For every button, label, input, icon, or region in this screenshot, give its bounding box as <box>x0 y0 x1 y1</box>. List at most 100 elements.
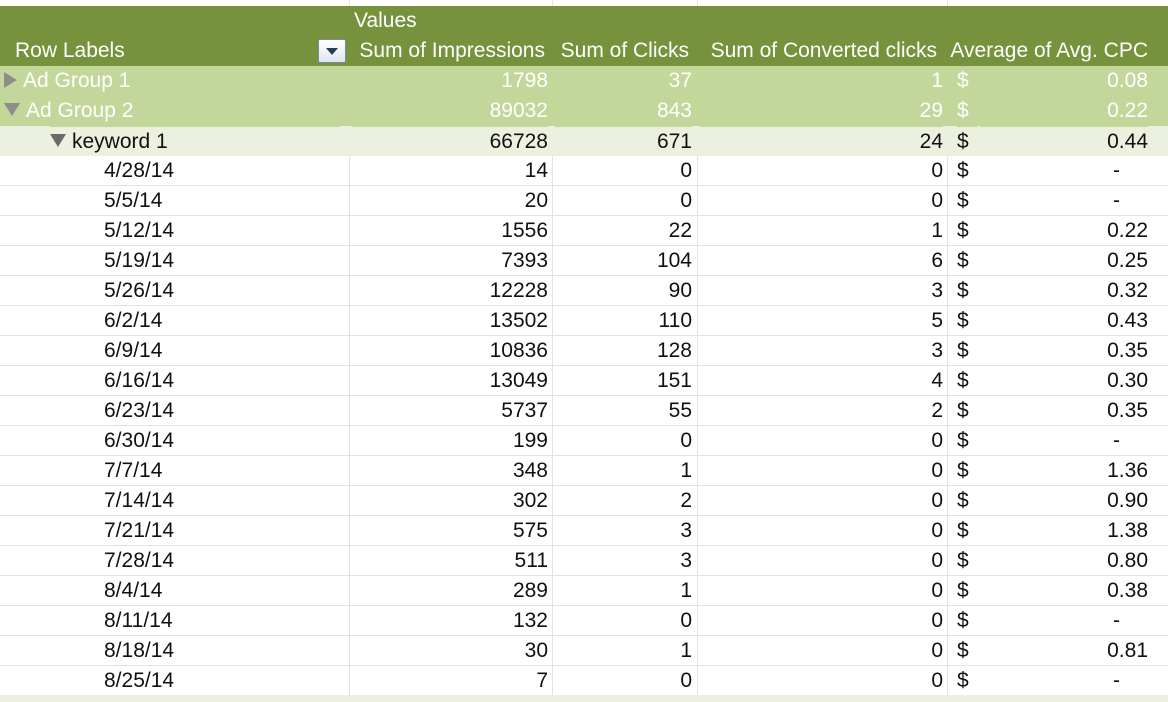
date-row[interactable]: 6/9/14 10836 128 3 $0.35 <box>0 336 1168 366</box>
column-header-converted-clicks[interactable]: Sum of Converted clicks <box>710 39 937 62</box>
row-labels-header[interactable]: Row Labels <box>15 39 125 62</box>
clicks-cell[interactable]: 843 <box>656 99 692 122</box>
impressions-cell[interactable]: 302 <box>512 489 548 512</box>
currency-symbol[interactable]: $ <box>957 369 969 392</box>
clicks-cell[interactable]: 3 <box>680 519 692 542</box>
clicks-cell[interactable]: 104 <box>656 249 692 272</box>
impressions-cell[interactable]: 14 <box>524 159 548 182</box>
impressions-cell[interactable]: 20 <box>524 189 548 212</box>
impressions-cell[interactable]: 66728 <box>352 126 548 157</box>
avg-cpc-cell[interactable]: 0.44 <box>980 126 1148 157</box>
impressions-cell[interactable]: 12228 <box>489 279 548 302</box>
date-row[interactable]: 8/4/14 289 1 0 $0.38 <box>0 576 1168 606</box>
converted-clicks-cell[interactable]: 3 <box>931 339 943 362</box>
date-row[interactable]: 4/28/14 14 0 0 $ - <box>0 156 1168 186</box>
converted-clicks-cell[interactable]: 0 <box>931 489 943 512</box>
clicks-cell[interactable]: 0 <box>680 429 692 452</box>
date-row[interactable]: 6/2/14 13502 110 5 $0.43 <box>0 306 1168 336</box>
date-row[interactable]: 6/30/14 199 0 0 $ - <box>0 426 1168 456</box>
clicks-cell[interactable]: 128 <box>656 339 692 362</box>
clicks-cell[interactable]: 1 <box>680 579 692 602</box>
converted-clicks-cell[interactable]: 29 <box>919 99 943 122</box>
column-header-impressions[interactable]: Sum of Impressions <box>359 39 545 62</box>
currency-symbol[interactable]: $ <box>957 489 969 512</box>
converted-clicks-cell[interactable]: 0 <box>931 459 943 482</box>
avg-cpc-cell[interactable]: - <box>1113 159 1120 182</box>
impressions-cell[interactable]: 348 <box>512 459 548 482</box>
avg-cpc-cell[interactable]: 0.08 <box>1107 69 1148 92</box>
currency-symbol[interactable]: $ <box>957 309 969 332</box>
avg-cpc-cell[interactable]: - <box>1113 669 1120 692</box>
currency-symbol[interactable]: $ <box>957 189 969 212</box>
row-labels-filter-button[interactable] <box>318 39 346 63</box>
converted-clicks-cell[interactable]: 0 <box>931 429 943 452</box>
avg-cpc-cell[interactable]: 0.81 <box>1107 639 1148 662</box>
clicks-cell[interactable]: 671 <box>555 126 692 157</box>
date-row[interactable]: 5/5/14 20 0 0 $ - <box>0 186 1168 216</box>
impressions-cell[interactable]: 1556 <box>501 219 548 242</box>
avg-cpc-cell[interactable]: - <box>1113 189 1120 212</box>
clicks-cell[interactable]: 3 <box>680 549 692 572</box>
currency-symbol[interactable]: $ <box>957 579 969 602</box>
clicks-cell[interactable]: 110 <box>658 309 692 332</box>
currency-symbol[interactable]: $ <box>957 459 969 482</box>
impressions-cell[interactable]: 511 <box>514 549 548 572</box>
impressions-cell[interactable]: 7393 <box>501 249 548 272</box>
avg-cpc-cell[interactable]: 1.36 <box>1107 459 1148 482</box>
avg-cpc-cell[interactable]: 0.35 <box>1107 399 1148 422</box>
date-row[interactable]: 6/23/14 5737 55 2 $0.35 <box>0 396 1168 426</box>
converted-clicks-cell[interactable]: 0 <box>931 669 943 692</box>
converted-clicks-cell[interactable]: 2 <box>931 399 943 422</box>
impressions-cell[interactable]: 199 <box>512 429 548 452</box>
converted-clicks-cell[interactable]: 0 <box>931 189 943 212</box>
date-row[interactable]: 7/21/14 575 3 0 $1.38 <box>0 516 1168 546</box>
date-row[interactable]: 5/19/14 7393 104 6 $0.25 <box>0 246 1168 276</box>
converted-clicks-cell[interactable]: 0 <box>931 159 943 182</box>
converted-clicks-cell[interactable]: 1 <box>931 219 943 242</box>
impressions-cell[interactable]: 5737 <box>501 399 548 422</box>
currency-symbol[interactable]: $ <box>957 126 977 157</box>
date-row[interactable]: 7/7/14 348 1 0 $1.36 <box>0 456 1168 486</box>
converted-clicks-cell[interactable]: 0 <box>931 639 943 662</box>
ad-group-row[interactable]: Ad Group 2 89032 843 29 $0.22 <box>0 96 1168 126</box>
avg-cpc-cell[interactable]: 0.80 <box>1107 549 1148 572</box>
converted-clicks-cell[interactable]: 1 <box>931 69 943 92</box>
date-row[interactable]: 7/14/14 302 2 0 $0.90 <box>0 486 1168 516</box>
impressions-cell[interactable]: 89032 <box>489 99 548 122</box>
column-header-clicks[interactable]: Sum of Clicks <box>560 39 689 62</box>
avg-cpc-cell[interactable]: 0.25 <box>1107 249 1148 272</box>
clicks-cell[interactable]: 1 <box>680 639 692 662</box>
currency-symbol[interactable]: $ <box>957 429 969 452</box>
clicks-cell[interactable]: 0 <box>680 159 692 182</box>
date-row[interactable]: 8/25/14 7 0 0 $ - <box>0 666 1168 696</box>
converted-clicks-cell[interactable]: 0 <box>931 549 943 572</box>
converted-clicks-cell[interactable]: 0 <box>931 579 943 602</box>
clicks-cell[interactable]: 22 <box>668 219 692 242</box>
date-row[interactable]: 6/16/14 13049 151 4 $0.30 <box>0 366 1168 396</box>
impressions-cell[interactable]: 1798 <box>501 69 548 92</box>
impressions-cell[interactable]: 30 <box>524 639 548 662</box>
currency-symbol[interactable]: $ <box>957 219 969 242</box>
clicks-cell[interactable]: 1 <box>680 459 692 482</box>
converted-clicks-cell[interactable]: 3 <box>931 279 943 302</box>
impressions-cell[interactable]: 289 <box>512 579 548 602</box>
currency-symbol[interactable]: $ <box>957 549 969 572</box>
currency-symbol[interactable]: $ <box>957 159 969 182</box>
clicks-cell[interactable]: 37 <box>668 69 692 92</box>
avg-cpc-cell[interactable]: 0.32 <box>1107 279 1148 302</box>
avg-cpc-cell[interactable]: 0.30 <box>1107 369 1148 392</box>
date-row[interactable]: 7/28/14 511 3 0 $0.80 <box>0 546 1168 576</box>
currency-symbol[interactable]: $ <box>957 69 969 92</box>
collapse-triangle-icon[interactable] <box>50 134 66 148</box>
keyword-row[interactable]: keyword 1 66728 671 24 $0.44 <box>0 126 1168 156</box>
clicks-cell[interactable]: 151 <box>656 369 692 392</box>
avg-cpc-cell[interactable]: - <box>1113 429 1120 452</box>
avg-cpc-cell[interactable]: 0.22 <box>1107 219 1148 242</box>
avg-cpc-cell[interactable]: 1.38 <box>1107 519 1148 542</box>
currency-symbol[interactable]: $ <box>957 279 969 302</box>
clicks-cell[interactable]: 0 <box>680 669 692 692</box>
column-header-avg-cpc[interactable]: Average of Avg. CPC <box>950 39 1148 62</box>
currency-symbol[interactable]: $ <box>957 249 969 272</box>
avg-cpc-cell[interactable]: 0.38 <box>1107 579 1148 602</box>
impressions-cell[interactable]: 13049 <box>489 369 548 392</box>
